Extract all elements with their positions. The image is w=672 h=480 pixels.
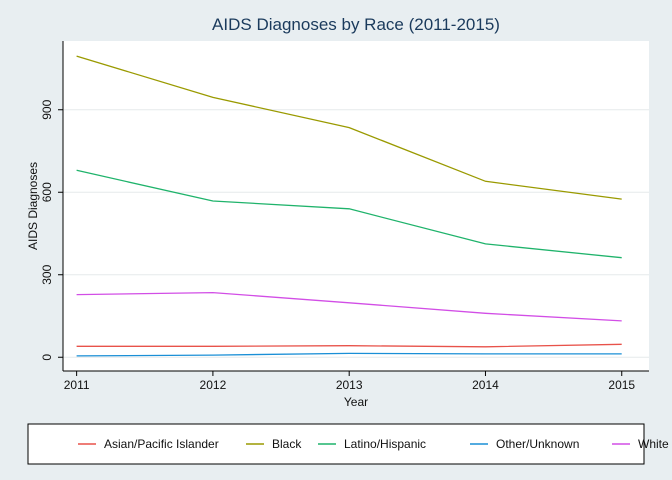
y-tick-label: 900 (40, 99, 54, 119)
series-lines (76, 55, 622, 357)
x-tick-label: 2014 (472, 378, 499, 392)
y-tick-label: 0 (40, 354, 54, 361)
grid-lines (63, 109, 649, 358)
series-line-white (76, 291, 622, 322)
x-tick-label: 2012 (200, 378, 227, 392)
chart-title: AIDS Diagnoses by Race (2011-2015) (212, 15, 500, 34)
x-axis-label: Year (344, 395, 368, 409)
series-line-other-unknown (76, 352, 622, 357)
legend-label-asian-pacific-islander: Asian/Pacific Islander (104, 437, 219, 451)
y-axis-label: AIDS Diagnoses (26, 162, 40, 250)
series-line-black (76, 55, 622, 200)
legend-label-latino-hispanic: Latino/Hispanic (344, 437, 426, 451)
series-line-latino-hispanic (76, 169, 622, 259)
series-line-asian-pacific-islander (76, 343, 622, 348)
y-tick-label: 600 (40, 182, 54, 202)
x-axis-ticks: 2011 2012 2013 2014 2015 (64, 371, 635, 392)
x-tick-label: 2011 (64, 378, 90, 392)
legend-label-white: White (638, 437, 669, 451)
y-axis-ticks: 0 300 600 900 (40, 99, 63, 361)
plot-area (63, 41, 649, 371)
x-tick-label: 2015 (608, 378, 635, 392)
y-tick-label: 300 (40, 264, 54, 284)
legend: Asian/Pacific Islander Black Latino/Hispan… (78, 437, 669, 451)
x-tick-label: 2013 (336, 378, 363, 392)
legend-label-black: Black (272, 437, 302, 451)
legend-label-other-unknown: Other/Unknown (496, 437, 579, 451)
